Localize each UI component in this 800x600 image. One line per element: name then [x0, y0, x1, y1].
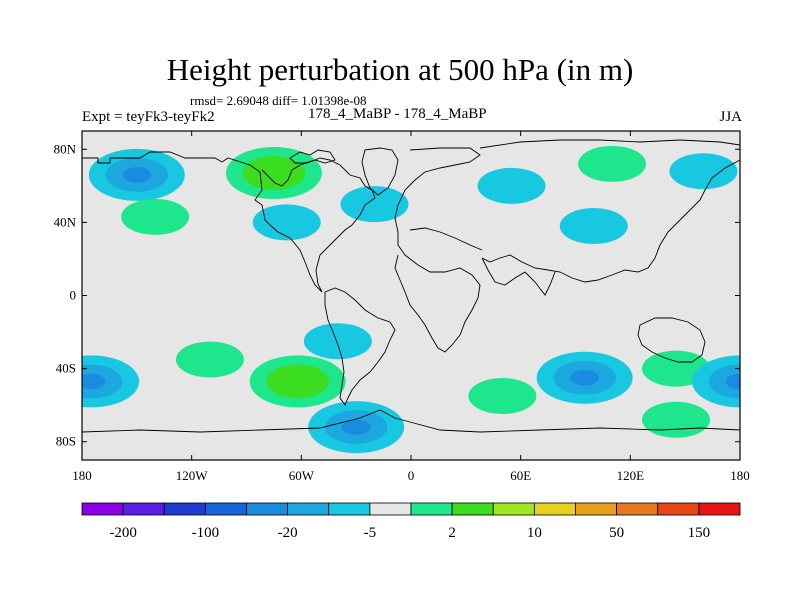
colorbar-box — [492, 502, 535, 516]
anomaly-nh-north-america-high-level-2 — [242, 156, 306, 190]
anomaly-sh-far-east-low-level-2 — [708, 364, 740, 399]
anomaly-nh-atlantic-low-level-1 — [340, 186, 409, 223]
anomaly-sh-far-east-low-level-3 — [725, 373, 740, 390]
colorbar-box — [81, 502, 124, 516]
anomaly-sh-indian-low-level-3 — [570, 369, 600, 386]
lon-tick-label: 180 — [72, 468, 92, 483]
anomaly-sh-south-america-high-level-2 — [266, 364, 329, 399]
lon-tick-label: 60E — [510, 468, 531, 483]
colorbar-box — [287, 502, 330, 516]
coastline-north-america — [82, 151, 376, 293]
lat-tick-label: 80N — [54, 141, 77, 156]
coastlines — [82, 139, 740, 433]
colorbar-label: -100 — [192, 525, 220, 541]
colorbar-box — [575, 502, 618, 516]
map-background — [82, 131, 740, 460]
anomaly-nh-europe-low-level-1 — [477, 167, 546, 204]
coastline-europe-africa — [394, 147, 481, 353]
coastline-arctic-islands — [289, 149, 336, 164]
map-axes: 80N 40N 0 40S 80S 180 120W 60W 0 60E 120E 180 — [54, 131, 750, 483]
map-plot-area — [81, 130, 741, 461]
lon-tick-label: 120W — [176, 468, 209, 483]
anomaly-sh-indian-high-2-level-1 — [642, 401, 711, 438]
colorbar-box — [204, 502, 247, 516]
colorbar-box — [163, 502, 206, 516]
case-label: 178_4_MaBP - 178_4_MaBP — [308, 106, 487, 122]
coastline-arabia-india — [481, 257, 556, 296]
colorbar-box — [122, 502, 165, 516]
lon-tick-label: 0 — [408, 468, 415, 483]
coastline-asia — [479, 139, 740, 283]
colorbar-box — [369, 502, 412, 516]
lat-tick-label: 40S — [56, 361, 76, 376]
anomaly-nh-siberia-high-level-1 — [578, 145, 647, 182]
anomaly-nh-central-asia-low-level-1 — [559, 208, 628, 245]
coastline-greenland — [361, 147, 399, 196]
colorbar-box — [616, 502, 659, 516]
colorbar-label: -5 — [364, 525, 377, 541]
plot-title: Height perturbation at 500 hPa (in m) — [166, 52, 634, 87]
coastline-south-america — [324, 287, 396, 406]
coastline-antarctica — [82, 409, 740, 433]
colorbar-box — [451, 502, 494, 516]
stats-label: rmsd= 2.69048 diff= 1.01398e-08 — [190, 93, 367, 108]
anomaly-nh-north-pacific-low-level-3 — [122, 167, 152, 183]
lat-tick-label: 80S — [56, 434, 76, 449]
colorbar-label: 50 — [609, 525, 624, 541]
anomaly-field — [82, 145, 740, 454]
colorbar-box — [657, 502, 700, 516]
colorbar-label: 2 — [448, 525, 456, 541]
anomaly-nh-pacific-band-low-level-1 — [121, 198, 190, 235]
coastline-australia — [637, 317, 706, 363]
colorbar-box — [410, 502, 453, 516]
colorbar-label: -200 — [109, 525, 137, 541]
lon-tick-label: 180 — [730, 468, 750, 483]
anomaly-sh-pacific-ridge-level-1 — [175, 341, 244, 378]
colorbar-label: -20 — [278, 525, 298, 541]
colorbar-box — [328, 502, 371, 516]
lat-tick-label: 40N — [54, 214, 77, 229]
anomaly-sh-southern-ocean-low-level-3 — [341, 419, 371, 435]
colorbar: -200 -100 -20 -5 2 10 50 150 — [81, 502, 741, 541]
coastline-mediterranean — [409, 227, 483, 251]
colorbar-box — [246, 502, 289, 516]
season-label: JJA — [719, 109, 742, 125]
anomaly-nh-north-america-low-level-1 — [252, 204, 321, 241]
anomaly-sh-pacific-low-west-level-3 — [82, 373, 106, 390]
lon-tick-label: 120E — [617, 468, 645, 483]
anomaly-sh-africa-high-level-1 — [468, 378, 537, 415]
lat-tick-label: 0 — [70, 288, 77, 303]
colorbar-box — [533, 502, 576, 516]
anomaly-nh-far-east-pacific-low-level-1 — [669, 153, 738, 190]
colorbar-box — [698, 502, 741, 516]
anomaly-sh-atlantic-low-level-1 — [303, 323, 372, 360]
experiment-label: Expt = teyFk3-teyFk2 — [82, 109, 215, 125]
colorbar-label: 10 — [527, 525, 542, 541]
colorbar-label: 150 — [688, 525, 711, 541]
lon-tick-label: 60W — [289, 468, 315, 483]
